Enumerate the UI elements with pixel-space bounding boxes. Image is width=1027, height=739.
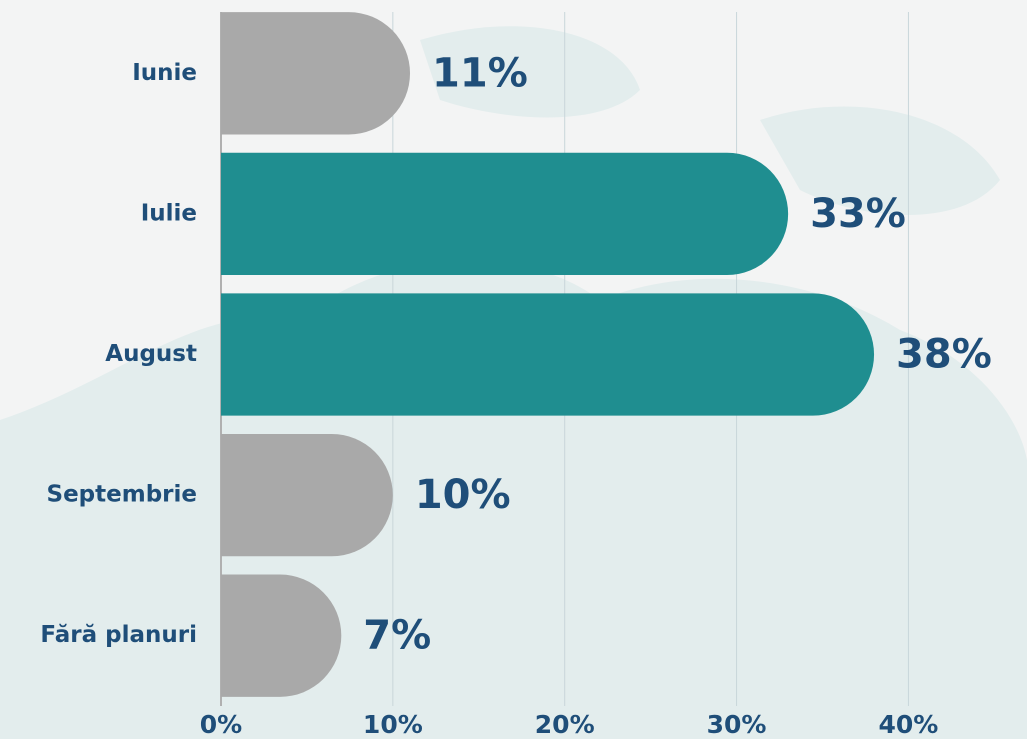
x-tick-label: 30% <box>707 710 767 739</box>
category-label: Septembrie <box>47 482 197 508</box>
category-label: Iulie <box>141 200 197 226</box>
x-tick-label: 40% <box>878 710 938 739</box>
category-label: Fără planuri <box>40 622 197 648</box>
x-tick-label: 10% <box>363 710 423 739</box>
x-tick-label: 20% <box>535 710 595 739</box>
value-label: 38% <box>896 332 992 378</box>
bar <box>221 433 393 557</box>
value-label: 33% <box>810 191 906 237</box>
category-label: August <box>105 341 197 367</box>
bar <box>221 12 411 135</box>
category-label: Iunie <box>132 60 197 86</box>
value-label: 10% <box>415 472 511 518</box>
bar <box>221 293 875 416</box>
x-tick-label: 0% <box>200 710 242 739</box>
bar <box>221 574 342 697</box>
value-label: 7% <box>363 613 431 659</box>
value-label: 11% <box>432 50 528 96</box>
bar <box>221 152 789 276</box>
